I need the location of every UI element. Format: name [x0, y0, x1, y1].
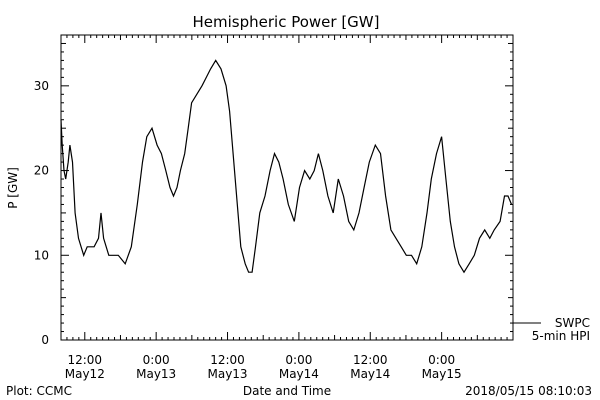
y-tick-label: 0	[41, 333, 49, 347]
x-tick-label-time: 12:00	[210, 353, 245, 367]
x-tick-label-date: May14	[350, 367, 390, 381]
footer-timestamp: 2018/05/15 08:10:03	[465, 384, 592, 398]
x-tick-label-date: May13	[136, 367, 176, 381]
legend: SWPC 5-min HPI	[513, 316, 590, 343]
footer-plot-credit: Plot: CCMC	[6, 384, 72, 398]
x-axis-ticks: 12:00May120:00May1312:00May130:00May1412…	[60, 35, 514, 381]
x-tick-label-date: May15	[422, 367, 462, 381]
legend-label-2: 5-min HPI	[532, 329, 590, 343]
y-axis-label: P [GW]	[6, 167, 20, 209]
y-tick-label: 30	[34, 79, 49, 93]
y-axis-ticks: 0 10 20 30	[34, 34, 513, 347]
y-tick-label: 10	[34, 248, 49, 262]
x-tick-label-date: May13	[207, 367, 247, 381]
series-line-swpc	[60, 59, 513, 274]
x-tick-label-time: 12:00	[353, 353, 388, 367]
x-tick-label-time: 12:00	[67, 353, 102, 367]
x-axis-label: Date and Time	[243, 384, 331, 398]
x-tick-label-time: 0:00	[285, 353, 312, 367]
y-tick-label: 20	[34, 164, 49, 178]
chart-title: Hemispheric Power [GW]	[193, 13, 380, 31]
x-tick-label-date: May14	[279, 367, 319, 381]
plot-frame	[60, 34, 514, 341]
x-tick-label-time: 0:00	[428, 353, 455, 367]
x-tick-label-time: 0:00	[143, 353, 170, 367]
x-tick-label-date: May12	[65, 367, 105, 381]
legend-label-1: SWPC	[555, 316, 590, 330]
